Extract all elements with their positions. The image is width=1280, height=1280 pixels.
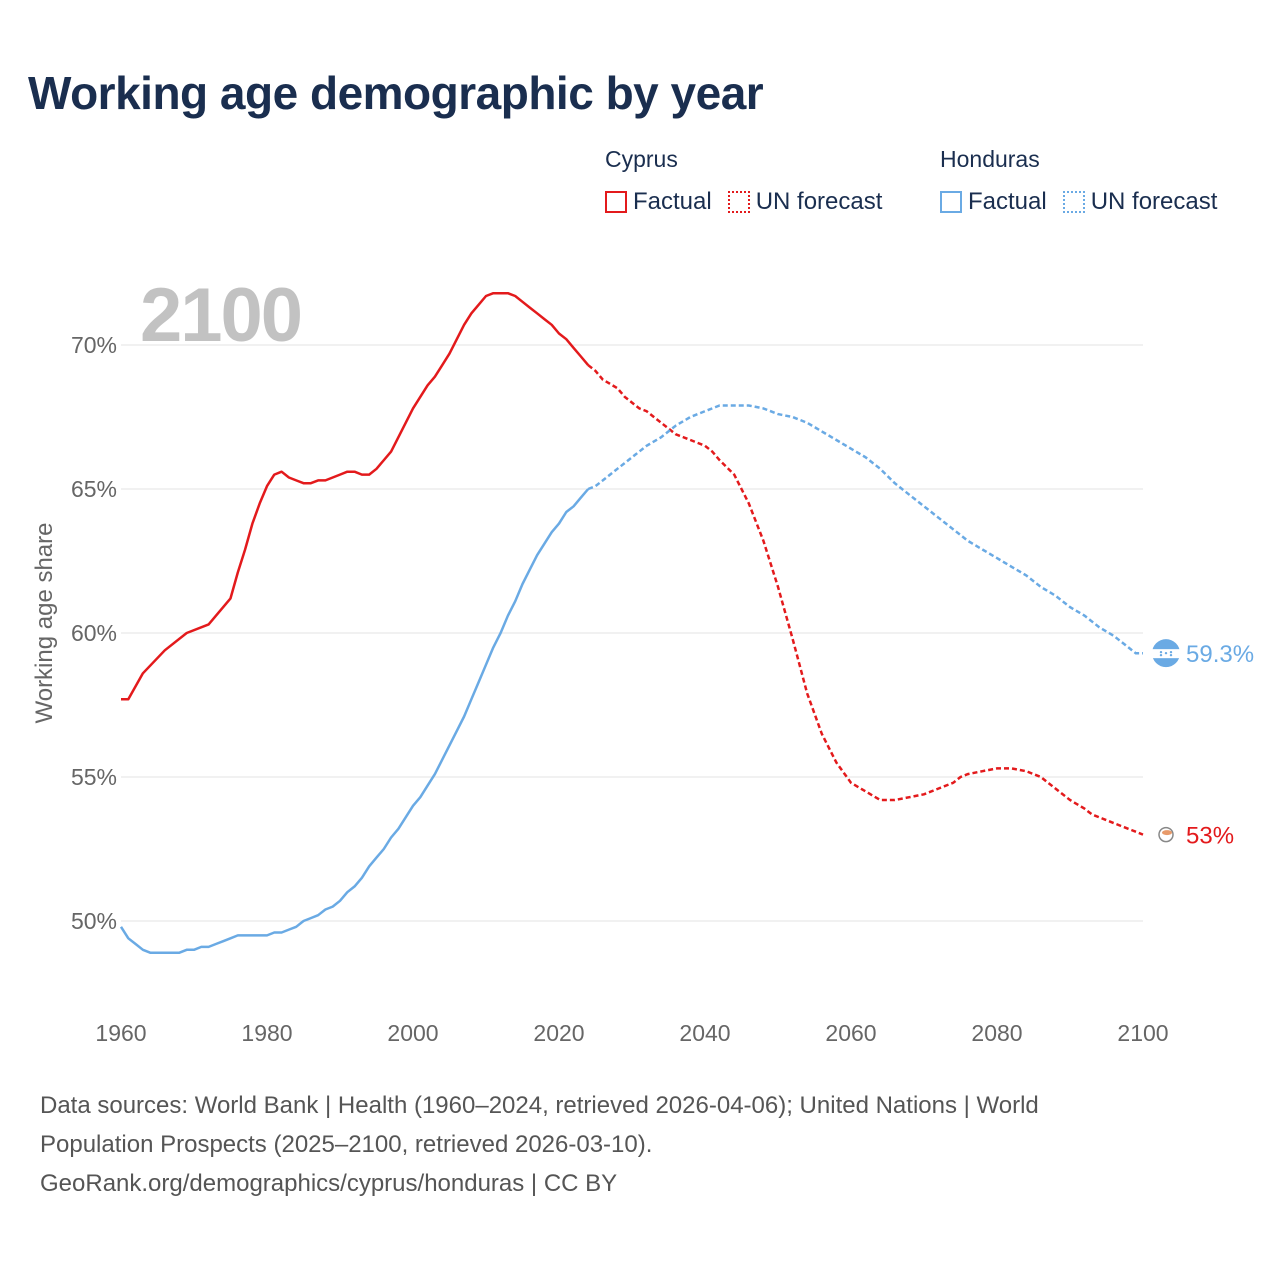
x-tick-label: 2080 — [971, 1020, 1022, 1046]
legend-item-cyprus-factual[interactable]: Factual — [605, 188, 712, 216]
series-line-cyprus-factual[interactable] — [121, 291, 590, 701]
end-markers: 53% 59.3% — [1152, 639, 1254, 850]
legend-group-name: Honduras — [940, 146, 1040, 172]
x-tick-label: 2000 — [387, 1020, 438, 1046]
x-tick-label: 1980 — [241, 1020, 292, 1046]
end-value-label-cyprus: 53% — [1186, 823, 1234, 850]
x-tick-label: 1960 — [95, 1020, 146, 1046]
grid — [121, 344, 1143, 922]
legend-label: Factual — [633, 188, 712, 215]
y-tick-label: 50% — [71, 908, 117, 934]
legend-swatch-solid — [940, 191, 962, 213]
y-tick-label: 60% — [71, 620, 117, 646]
flag-star — [1159, 650, 1163, 654]
legend-group-honduras: Honduras Factual UN forecast — [940, 146, 1233, 216]
y-axis-ticks: 50% 55% 60% 65% 70% — [71, 332, 117, 934]
flag-star — [1164, 651, 1168, 655]
flag-island — [1162, 830, 1172, 836]
flag-marker-cyprus — [1158, 826, 1174, 843]
footer-credit[interactable]: GeoRank.org/demographics/cyprus/honduras… — [40, 1170, 618, 1197]
x-axis-ticks: 1960 1980 2000 2020 2040 2060 2080 2100 — [95, 1020, 1168, 1046]
series — [119, 291, 1144, 954]
flag-star — [1169, 650, 1173, 654]
y-axis-label: Working age share — [31, 523, 58, 724]
legend-label: UN forecast — [1090, 188, 1218, 215]
x-tick-label: 2020 — [533, 1020, 584, 1046]
legend-item-honduras-forecast[interactable]: UN forecast — [1062, 188, 1218, 216]
legend-swatch-dotted — [727, 191, 750, 213]
series-line-honduras-factual[interactable] — [119, 488, 590, 954]
x-tick-label: 2060 — [825, 1020, 876, 1046]
series-line-honduras-forecast[interactable] — [587, 404, 1143, 655]
end-value-label-honduras: 59.3% — [1186, 641, 1254, 668]
legend-label: Factual — [968, 188, 1047, 215]
footer-sources-cont: Population Prospects (2025–2100, retriev… — [40, 1131, 653, 1158]
legend-swatch-dotted — [1062, 191, 1085, 213]
line-chart: 50% 55% 60% 65% 70% 1960 1980 2000 2020 2040 2060… — [31, 291, 1254, 1046]
x-tick-label: 2100 — [1117, 1020, 1168, 1046]
flag-marker-honduras — [1152, 639, 1180, 668]
legend-item-honduras-factual[interactable]: Factual — [940, 188, 1047, 216]
legend-group-cyprus: Cyprus Factual UN forecast — [605, 146, 898, 216]
chart-title: Working age demographic by year — [28, 67, 764, 119]
legend-group-name: Cyprus — [605, 146, 678, 172]
legend-item-cyprus-forecast[interactable]: UN forecast — [727, 188, 883, 216]
legend-swatch-solid — [605, 191, 627, 213]
flag-star — [1169, 653, 1173, 657]
y-tick-label: 70% — [71, 332, 117, 358]
year-display: 2100 — [140, 273, 303, 358]
footer-sources: Data sources: World Bank | Health (1960–… — [40, 1092, 1039, 1119]
x-tick-label: 2040 — [679, 1020, 730, 1046]
y-tick-label: 55% — [71, 764, 117, 790]
y-tick-label: 65% — [71, 476, 117, 502]
series-line-cyprus-forecast[interactable] — [587, 364, 1144, 836]
legend-label: UN forecast — [755, 188, 883, 215]
footer: Data sources: World Bank | Health (1960–… — [40, 1086, 1220, 1203]
flag-star — [1159, 653, 1163, 657]
